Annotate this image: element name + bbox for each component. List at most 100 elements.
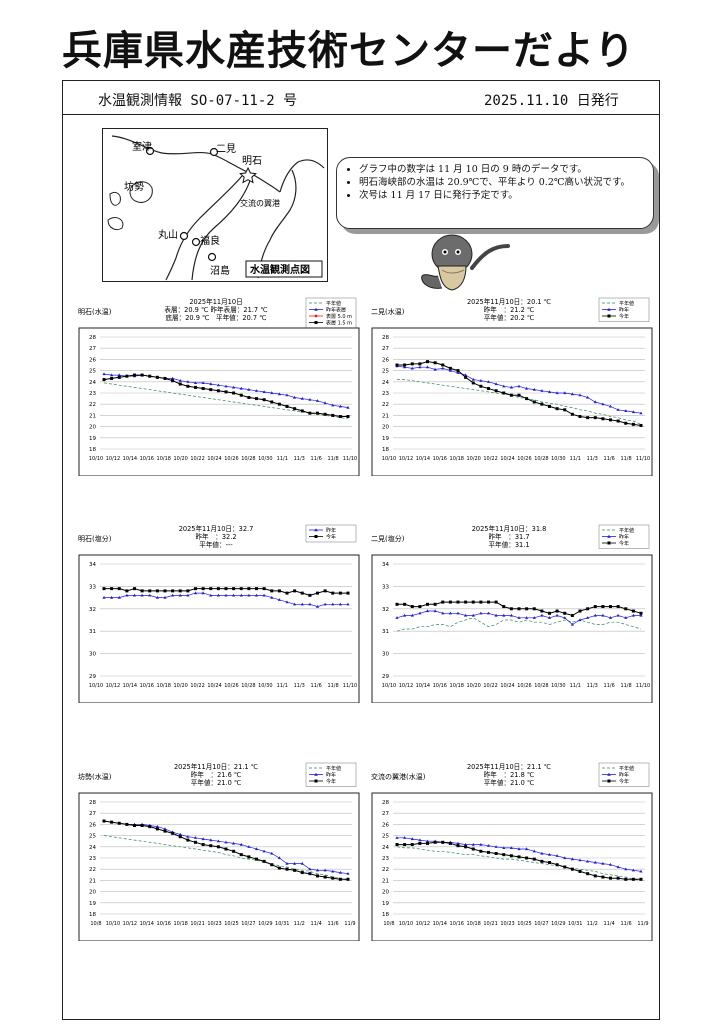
data-point [216,845,220,849]
data-point [517,607,521,611]
data-point [395,843,399,847]
chart-info-line: 平年値：20.2 ℃ [484,313,535,322]
series-thisyear [395,360,643,427]
data-point [570,867,574,871]
chart-panel: 二見(水温) 2025年11月10日：20.1 ℃ 昨年 ：21.2 ℃ 平年値：20… [369,296,654,476]
y-tick-label: 21 [382,878,389,884]
data-point [570,622,574,626]
data-point [631,422,635,426]
x-tick-label: 11/10 [343,683,357,689]
data-point [464,845,468,849]
data-point [448,368,452,372]
data-point [586,395,590,399]
data-point [624,607,628,611]
data-point [418,605,422,609]
x-tick-label: 10/23 [207,921,221,927]
data-point [232,841,236,845]
legend-marker [314,307,318,311]
data-point [193,836,198,839]
data-point [224,384,228,388]
data-point [163,376,167,380]
data-point [471,377,475,381]
data-point [254,593,259,597]
data-point [102,819,106,823]
x-tick-label: 10/16 [157,921,171,927]
data-point [254,847,259,851]
data-point [578,869,582,873]
y-tick-label: 23 [89,391,96,397]
x-tick-label: 10/14 [123,683,137,689]
data-point [193,591,198,595]
y-tick-label: 28 [382,800,389,806]
data-point [186,589,190,593]
x-tick-label: 10/10 [382,456,396,462]
data-point [194,385,197,389]
chart-info-line: 昨年 ：21.8 ℃ [484,770,535,779]
data-point [609,876,612,880]
data-point [125,589,129,593]
issue-number: 水温観測情報 SO-07-11-2 号 [98,93,298,109]
series-thisyear [102,587,350,597]
data-point [616,865,620,869]
x-tick-label: 10/18 [157,683,171,689]
x-tick-label: 10/12 [106,456,120,462]
data-point [308,602,312,606]
data-point [441,366,445,370]
data-point [232,391,236,395]
data-point [255,587,258,591]
y-tick-label: 30 [382,652,389,658]
data-point [403,363,407,367]
x-tick-label: 10/31 [275,921,289,927]
data-point [593,605,597,609]
data-point [117,595,121,599]
data-point [425,609,430,613]
data-point [239,393,243,397]
y-tick-label: 26 [382,822,389,828]
data-point [201,387,205,391]
x-tick-label: 11/1 [570,456,581,462]
data-point [532,849,536,853]
data-point [456,600,460,604]
data-point [155,595,159,599]
issue-date: 2025.11.10 日発行 [484,93,619,109]
data-point [532,400,536,404]
x-tick-label: 10/24 [207,456,221,462]
x-tick-label: 10/29 [258,921,272,927]
data-point [209,593,213,597]
legend-label: 表層 1.5 m [326,320,352,327]
x-tick-label: 10/18 [450,456,464,462]
data-point [224,847,228,851]
y-tick-label: 27 [382,346,389,352]
y-tick-label: 18 [89,912,96,918]
data-point [487,387,490,391]
data-point [502,384,506,388]
data-point [346,602,350,606]
y-tick-label: 32 [382,607,389,613]
data-point [517,384,521,388]
data-point [547,616,552,619]
data-point [578,609,582,613]
y-tick-label: 31 [382,629,389,635]
data-point [163,589,167,593]
data-point [209,382,213,386]
series-line [396,617,642,632]
y-tick-label: 22 [382,402,389,408]
data-point [425,839,430,843]
line-chart: 二見(水温) 2025年11月10日：20.1 ℃昨年 ：21.2 ℃平年値：20… [371,297,653,476]
y-tick-label: 19 [89,436,96,442]
data-point [285,867,289,871]
data-point [426,360,429,364]
data-point [247,855,251,859]
data-point [433,361,437,365]
x-tick-label: 10/12 [399,456,413,462]
x-tick-label: 11/6 [604,456,615,462]
x-tick-label: 10/25 [517,921,531,927]
data-point [608,404,613,408]
x-tick-label: 10/8 [383,921,394,927]
data-point [464,842,468,846]
data-point [201,837,205,841]
data-point [479,600,483,604]
data-point [410,613,414,617]
data-point [593,416,597,420]
legend-label: 平年値 [326,300,341,307]
